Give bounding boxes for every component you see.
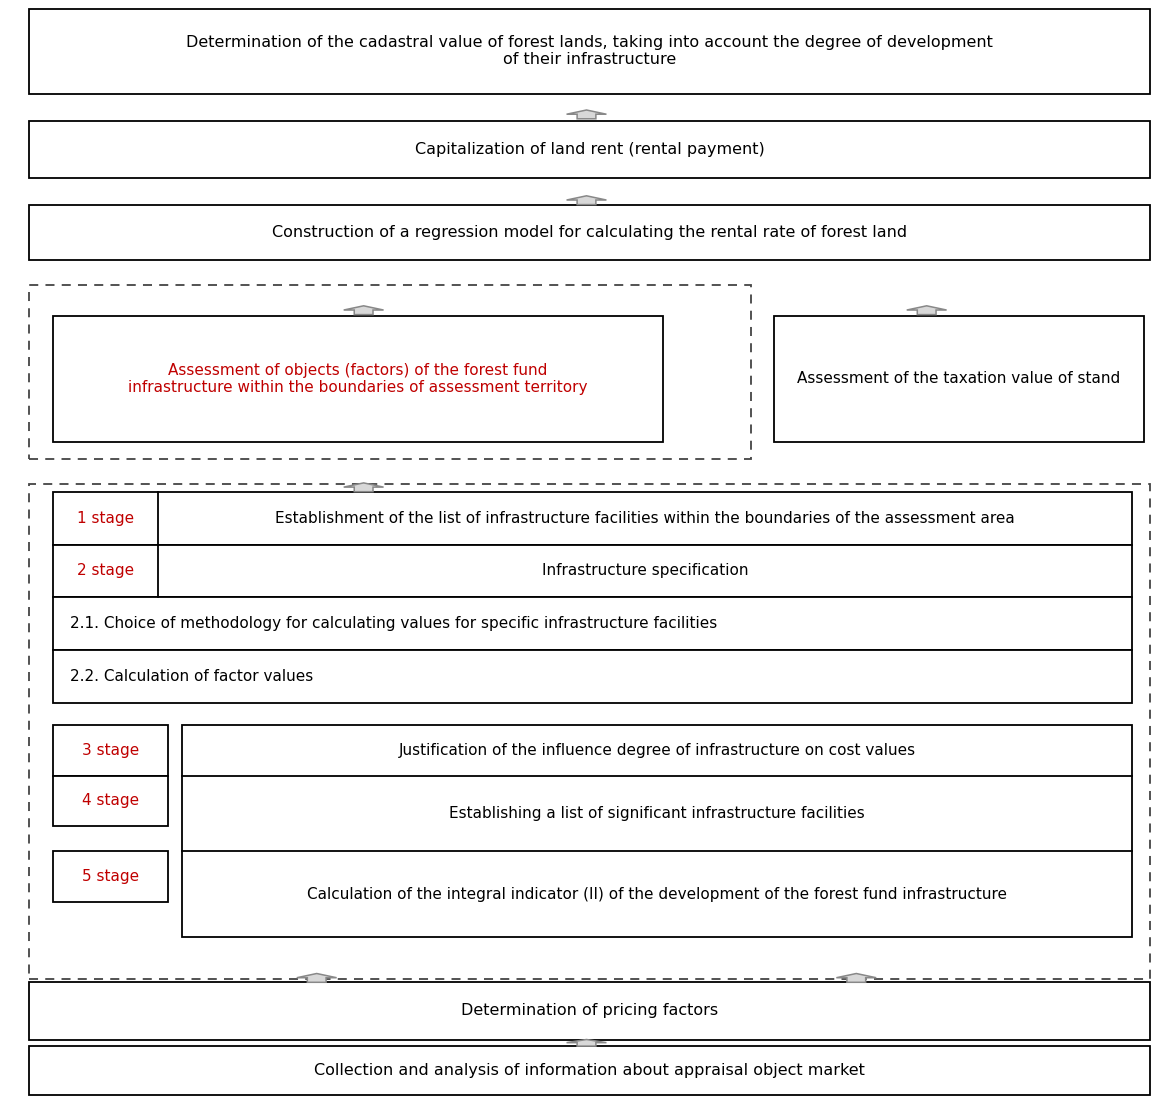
Text: Calculation of the integral indicator (II) of the development of the forest fund: Calculation of the integral indicator (I… xyxy=(307,887,1006,902)
Text: Collection and analysis of information about appraisal object market: Collection and analysis of information a… xyxy=(314,1063,865,1078)
FancyBboxPatch shape xyxy=(29,9,1150,94)
FancyBboxPatch shape xyxy=(53,851,168,902)
Text: Assessment of objects (factors) of the forest fund
infrastructure within the bou: Assessment of objects (factors) of the f… xyxy=(128,363,588,395)
Text: 3 stage: 3 stage xyxy=(82,742,138,758)
FancyBboxPatch shape xyxy=(29,205,1150,260)
FancyBboxPatch shape xyxy=(29,484,1150,979)
FancyBboxPatch shape xyxy=(182,725,1132,937)
Text: Establishment of the list of infrastructure facilities within the boundaries of : Establishment of the list of infrastruct… xyxy=(276,510,1015,526)
FancyBboxPatch shape xyxy=(53,316,663,442)
Text: Determination of the cadastral value of forest lands, taking into account the de: Determination of the cadastral value of … xyxy=(187,35,992,67)
Polygon shape xyxy=(344,483,384,492)
FancyBboxPatch shape xyxy=(29,1046,1150,1094)
FancyBboxPatch shape xyxy=(53,650,1132,703)
Text: 2.1. Choice of methodology for calculating values for specific infrastructure fa: 2.1. Choice of methodology for calculati… xyxy=(70,616,718,631)
Polygon shape xyxy=(567,1040,606,1046)
Polygon shape xyxy=(836,974,876,982)
Polygon shape xyxy=(567,196,606,205)
Text: 5 stage: 5 stage xyxy=(82,869,138,884)
Text: Justification of the influence degree of infrastructure on cost values: Justification of the influence degree of… xyxy=(399,742,915,758)
Text: 1 stage: 1 stage xyxy=(77,510,134,526)
Text: Assessment of the taxation value of stand: Assessment of the taxation value of stan… xyxy=(798,372,1120,386)
FancyBboxPatch shape xyxy=(774,316,1144,442)
FancyBboxPatch shape xyxy=(53,544,1132,597)
Polygon shape xyxy=(297,974,337,982)
Polygon shape xyxy=(344,306,384,315)
Text: 2.2. Calculation of factor values: 2.2. Calculation of factor values xyxy=(70,669,313,684)
FancyBboxPatch shape xyxy=(53,492,1132,544)
Text: 4 stage: 4 stage xyxy=(82,793,138,808)
Text: Infrastructure specification: Infrastructure specification xyxy=(542,563,748,579)
Text: 2 stage: 2 stage xyxy=(77,563,134,579)
FancyBboxPatch shape xyxy=(53,776,168,826)
Text: Capitalization of land rent (rental payment): Capitalization of land rent (rental paym… xyxy=(414,142,765,157)
Text: Establishing a list of significant infrastructure facilities: Establishing a list of significant infra… xyxy=(449,806,865,821)
FancyBboxPatch shape xyxy=(53,725,168,775)
Polygon shape xyxy=(567,110,606,119)
FancyBboxPatch shape xyxy=(29,982,1150,1040)
FancyBboxPatch shape xyxy=(29,285,751,459)
FancyBboxPatch shape xyxy=(29,121,1150,178)
Text: Construction of a regression model for calculating the rental rate of forest lan: Construction of a regression model for c… xyxy=(272,224,907,240)
FancyBboxPatch shape xyxy=(53,597,1132,650)
Polygon shape xyxy=(907,306,947,315)
Text: Determination of pricing factors: Determination of pricing factors xyxy=(461,1003,718,1019)
